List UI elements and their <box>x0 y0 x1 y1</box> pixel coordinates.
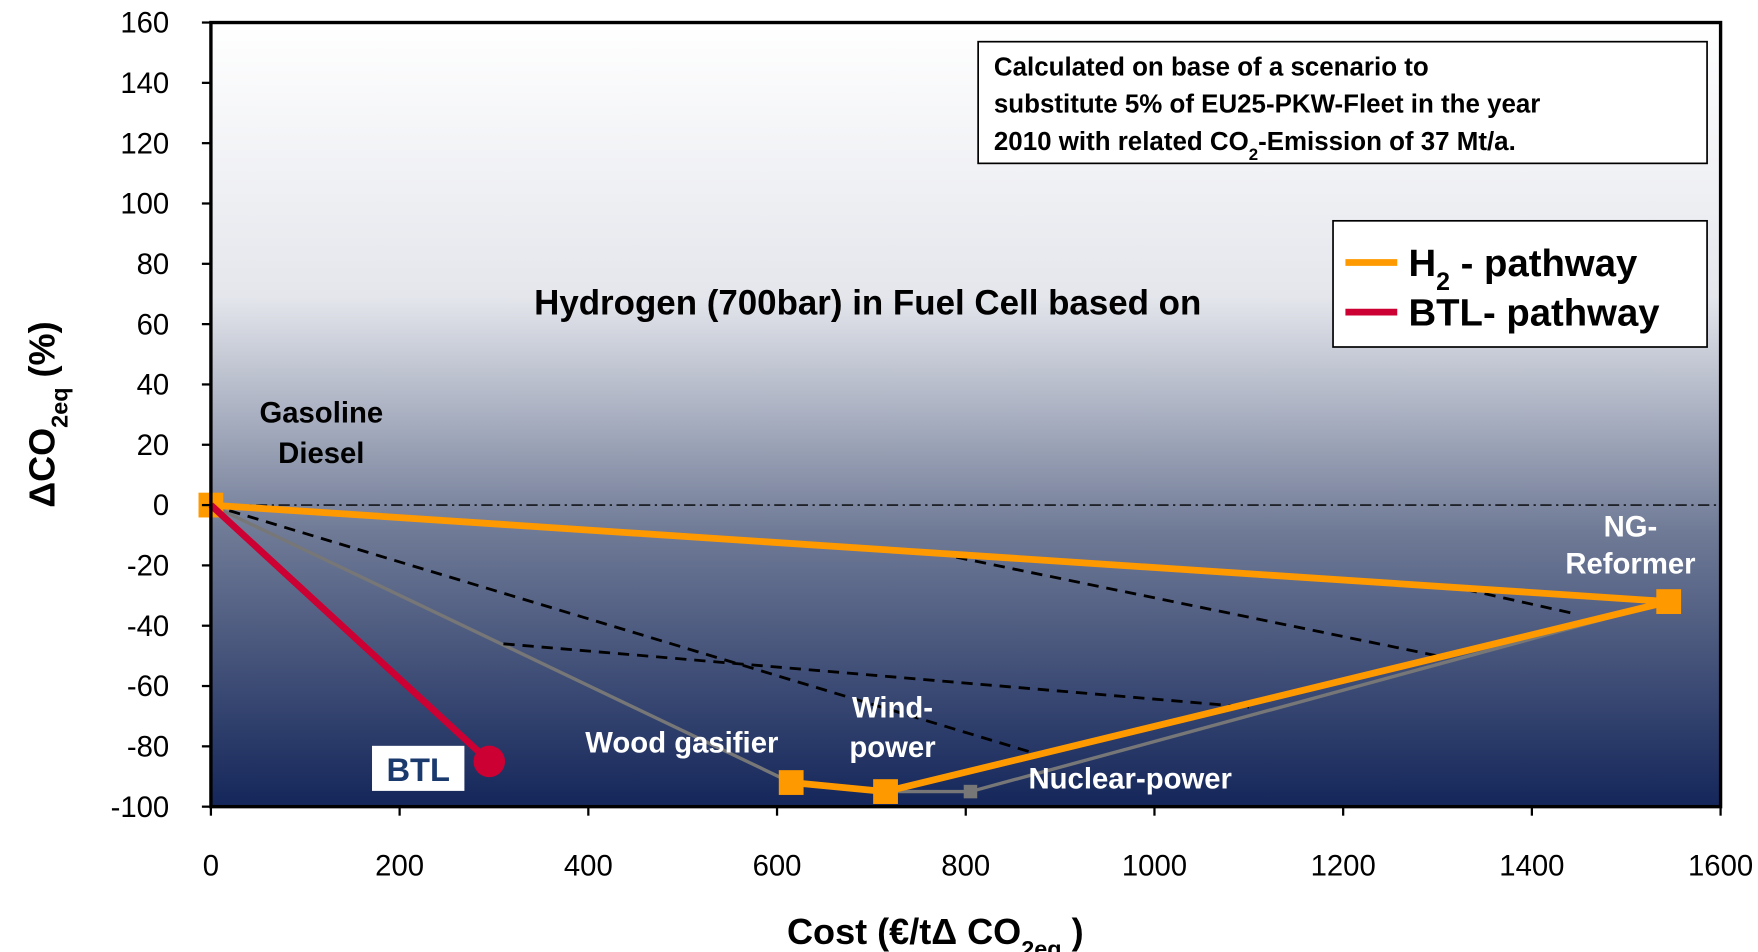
series-line <box>210 501 1670 796</box>
note-line: 2010 with related CO2-Emission of 37 Mt/… <box>994 128 1516 164</box>
point-label: NG- <box>1604 510 1658 543</box>
note-line: substitute 5% of EU25-PKW-Fleet in the y… <box>994 91 1541 119</box>
point-label: Wood gasifier <box>585 727 778 760</box>
y-tick-label: -60 <box>127 670 169 703</box>
note-part: 2010 with related CO <box>994 128 1249 156</box>
point-label: Wind- <box>852 692 933 725</box>
y-tick-label: 0 <box>153 489 169 522</box>
x-tick-label: 800 <box>941 849 990 882</box>
point <box>473 745 506 778</box>
x-tick-label: 1000 <box>1122 849 1187 882</box>
legend-label: BTL- pathway <box>1409 292 1661 335</box>
x-tick-label: 600 <box>753 849 802 882</box>
note-part: 2 <box>1249 144 1258 163</box>
legend-label-part: - pathway <box>1450 242 1638 285</box>
point <box>1656 589 1682 614</box>
x-tick-label: 1600 <box>1688 849 1753 882</box>
y-axis-label: ΔCO2eq (%) <box>21 321 72 507</box>
y-tick-label: 40 <box>137 369 170 402</box>
reference-line <box>937 551 1438 658</box>
x-tick-label: 0 <box>203 849 219 882</box>
y-tick-label: 80 <box>137 248 170 281</box>
series-line <box>208 502 492 764</box>
annotation-title: Hydrogen (700bar) in Fuel Cell based on <box>534 283 1201 322</box>
point <box>963 784 978 799</box>
y-tick-label: -100 <box>111 791 170 824</box>
point-label: Diesel <box>278 437 364 470</box>
btl-label-box <box>372 745 465 791</box>
y-tick-label: 20 <box>137 429 170 462</box>
x-tick-label: 1400 <box>1499 849 1564 882</box>
legend-box <box>1332 219 1708 348</box>
legend-label: H2 - pathway <box>1409 242 1638 296</box>
y-tick-label: 60 <box>137 308 170 341</box>
x-tick-label: 400 <box>564 849 613 882</box>
point <box>778 770 804 795</box>
legend-label-part: H <box>1409 242 1437 285</box>
point-label: Reformer <box>1565 547 1695 580</box>
y-tick-label: 100 <box>120 188 169 221</box>
point <box>873 779 898 804</box>
point-label: Nuclear-power <box>1029 763 1232 796</box>
y-tick-label: -40 <box>127 610 169 643</box>
y-axis-label-part: 2eq <box>46 387 72 427</box>
x-axis-label-part: Cost (€/tΔ CO <box>787 911 1021 952</box>
x-tick-label: 200 <box>375 849 424 882</box>
point-label: power <box>849 731 935 764</box>
point-label: BTL <box>386 751 449 788</box>
y-tick-label: 120 <box>120 127 169 160</box>
x-axis-label: Cost (€/tΔ CO2eq ) <box>787 911 1084 952</box>
y-tick-label: 160 <box>120 7 169 40</box>
y-tick-label: -80 <box>127 730 169 763</box>
note-box <box>977 40 1708 165</box>
x-tick-label: 1200 <box>1311 849 1376 882</box>
reference-line <box>210 503 1033 754</box>
y-axis-label-part: ΔCO <box>21 428 62 508</box>
y-tick-label: 140 <box>120 67 169 100</box>
y-axis-label-part: (%) <box>21 321 62 387</box>
x-axis-label-part: 2eq <box>1021 936 1061 952</box>
legend-label-part: 2 <box>1436 268 1450 296</box>
x-axis-label-part: ) <box>1062 911 1084 952</box>
legend-label-part: BTL- pathway <box>1409 292 1661 335</box>
note-line: Calculated on base of a scenario to <box>994 53 1429 81</box>
point-label: Gasoline <box>259 396 383 429</box>
reference-line <box>503 642 1249 709</box>
note-part: -Emission of 37 Mt/a. <box>1258 128 1516 156</box>
y-tick-label: -20 <box>127 550 169 583</box>
